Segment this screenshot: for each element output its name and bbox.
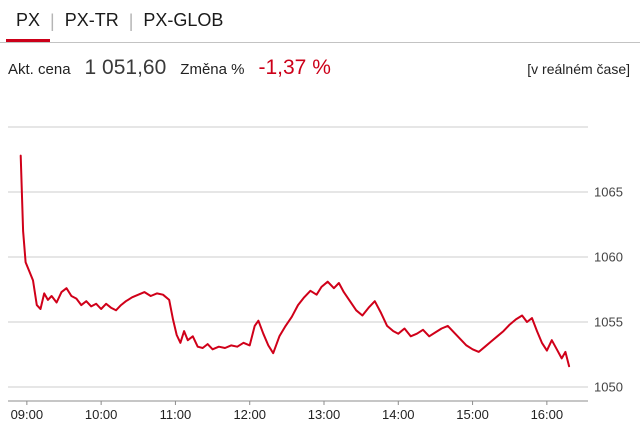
tab-px-glob[interactable]: PX-GLOB — [143, 10, 224, 30]
current-price-value: 1 051,60 — [84, 56, 167, 79]
svg-text:1065: 1065 — [594, 185, 623, 200]
svg-text:15:00: 15:00 — [456, 407, 489, 422]
tab-divider: | — [128, 11, 134, 31]
svg-text:14:00: 14:00 — [382, 407, 415, 422]
quote-row: Akt. cena 1 051,60 Změna % -1,37 % [v re… — [0, 43, 640, 89]
change-value: -1,37 % — [258, 56, 331, 79]
change-label: Změna % — [180, 61, 245, 78]
price-chart-svg: 1065 1060 1055 1050 09:00 10:00 11:00 12:00 13:0… — [8, 126, 623, 422]
tab-px[interactable]: PX — [6, 6, 51, 42]
svg-text:11:00: 11:00 — [160, 407, 192, 422]
current-price-label: Akt. cena — [8, 61, 71, 78]
svg-text:09:00: 09:00 — [11, 407, 44, 422]
svg-text:1055: 1055 — [594, 315, 623, 330]
price-chart: 1065 1060 1055 1050 09:00 10:00 11:00 12:00 13:0… — [0, 89, 640, 433]
index-tabs: PX | PX-TR | PX-GLOB — [0, 0, 640, 42]
svg-text:1060: 1060 — [594, 250, 623, 265]
svg-text:12:00: 12:00 — [233, 407, 266, 422]
tab-divider: | — [50, 11, 55, 31]
realtime-note: [v reálném čase] — [527, 61, 630, 77]
tab-px-tr[interactable]: PX-TR — [64, 10, 119, 30]
svg-text:1050: 1050 — [594, 380, 623, 395]
tabs-separator — [0, 42, 640, 43]
svg-text:13:00: 13:00 — [308, 407, 341, 422]
svg-text:16:00: 16:00 — [531, 407, 564, 422]
svg-text:10:00: 10:00 — [85, 407, 118, 422]
